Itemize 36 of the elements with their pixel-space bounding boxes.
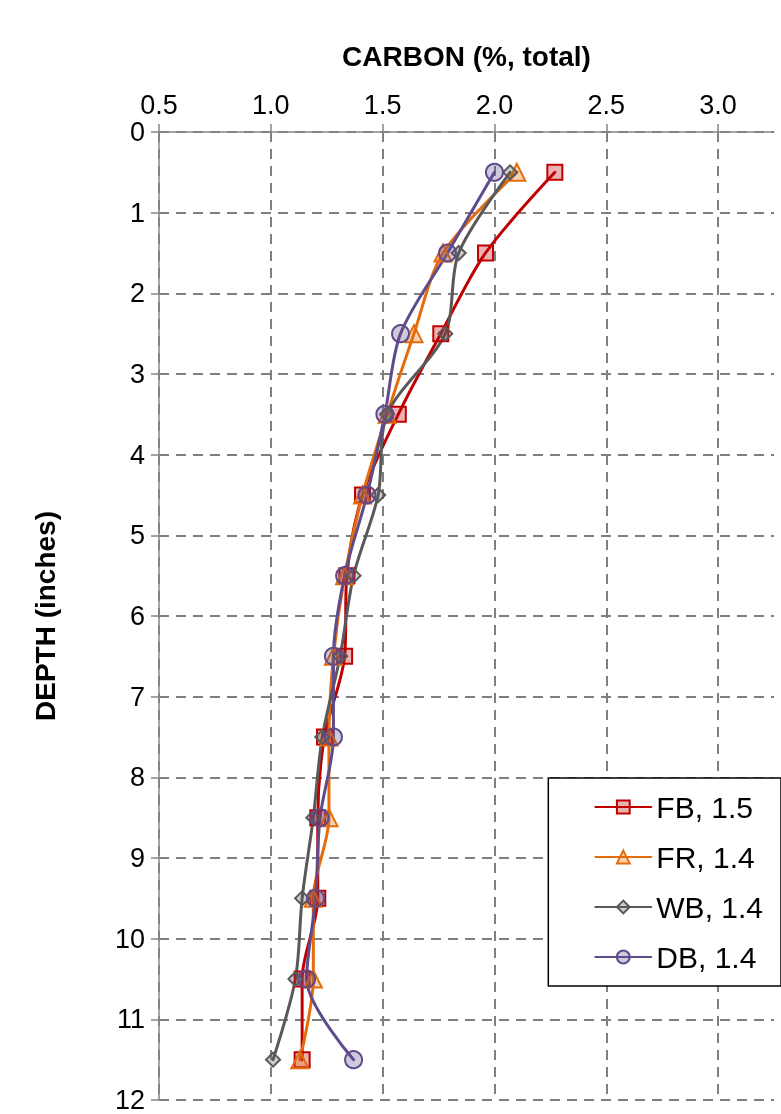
legend-label: FB, 1.5 — [656, 790, 754, 824]
y-tick-label: 4 — [129, 439, 145, 470]
y-tick-label: 9 — [129, 843, 145, 873]
point — [391, 324, 411, 344]
point — [484, 162, 504, 182]
point — [344, 1050, 364, 1070]
x-tick-label: 2.5 — [587, 89, 626, 120]
point — [546, 163, 564, 181]
y-tick-label: 5 — [129, 520, 145, 551]
y-tick-label: 6 — [129, 601, 145, 631]
point — [265, 1051, 282, 1068]
point — [477, 244, 495, 262]
legend-label: WB, 1.4 — [656, 890, 763, 924]
point — [502, 164, 519, 181]
legend-label: DB, 1.4 — [656, 940, 757, 974]
point — [437, 325, 454, 342]
y-axis-title: DEPTH (inches) — [29, 510, 61, 722]
x-tick-label: 2.0 — [475, 89, 514, 120]
y-tick-label: 3 — [129, 359, 145, 389]
point — [404, 324, 424, 344]
x-tick-label: 1.0 — [252, 89, 290, 120]
x-axis-title: CARBON (%, total) — [342, 40, 591, 72]
x-tick-label: 1.5 — [363, 89, 402, 120]
y-tick-label: 2 — [129, 278, 145, 309]
y-tick-label: 8 — [129, 762, 145, 793]
y-tick-label: 12 — [114, 1085, 145, 1114]
x-tick-label: 0.5 — [140, 89, 178, 120]
point — [438, 243, 457, 263]
y-tick-label: 7 — [129, 681, 145, 712]
legend-label: FR, 1.4 — [656, 840, 755, 874]
x-tick-label: 3.0 — [699, 89, 737, 120]
point — [297, 969, 317, 989]
y-tick-label: 11 — [116, 1004, 145, 1035]
y-tick-label: 0 — [129, 117, 145, 147]
y-tick-label: 10 — [114, 923, 145, 954]
y-tick-label: 1 — [129, 197, 145, 228]
